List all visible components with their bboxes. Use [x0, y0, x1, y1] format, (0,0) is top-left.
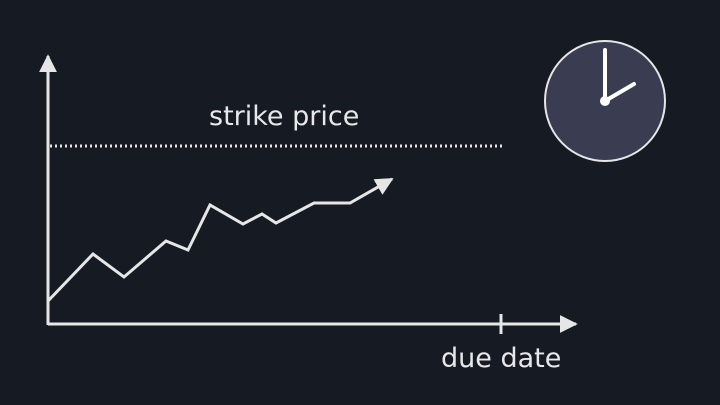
clock-icon — [544, 40, 666, 162]
price-path — [46, 177, 394, 303]
due-date-label: due date — [441, 343, 562, 374]
strike-price-label: strike price — [209, 101, 360, 132]
